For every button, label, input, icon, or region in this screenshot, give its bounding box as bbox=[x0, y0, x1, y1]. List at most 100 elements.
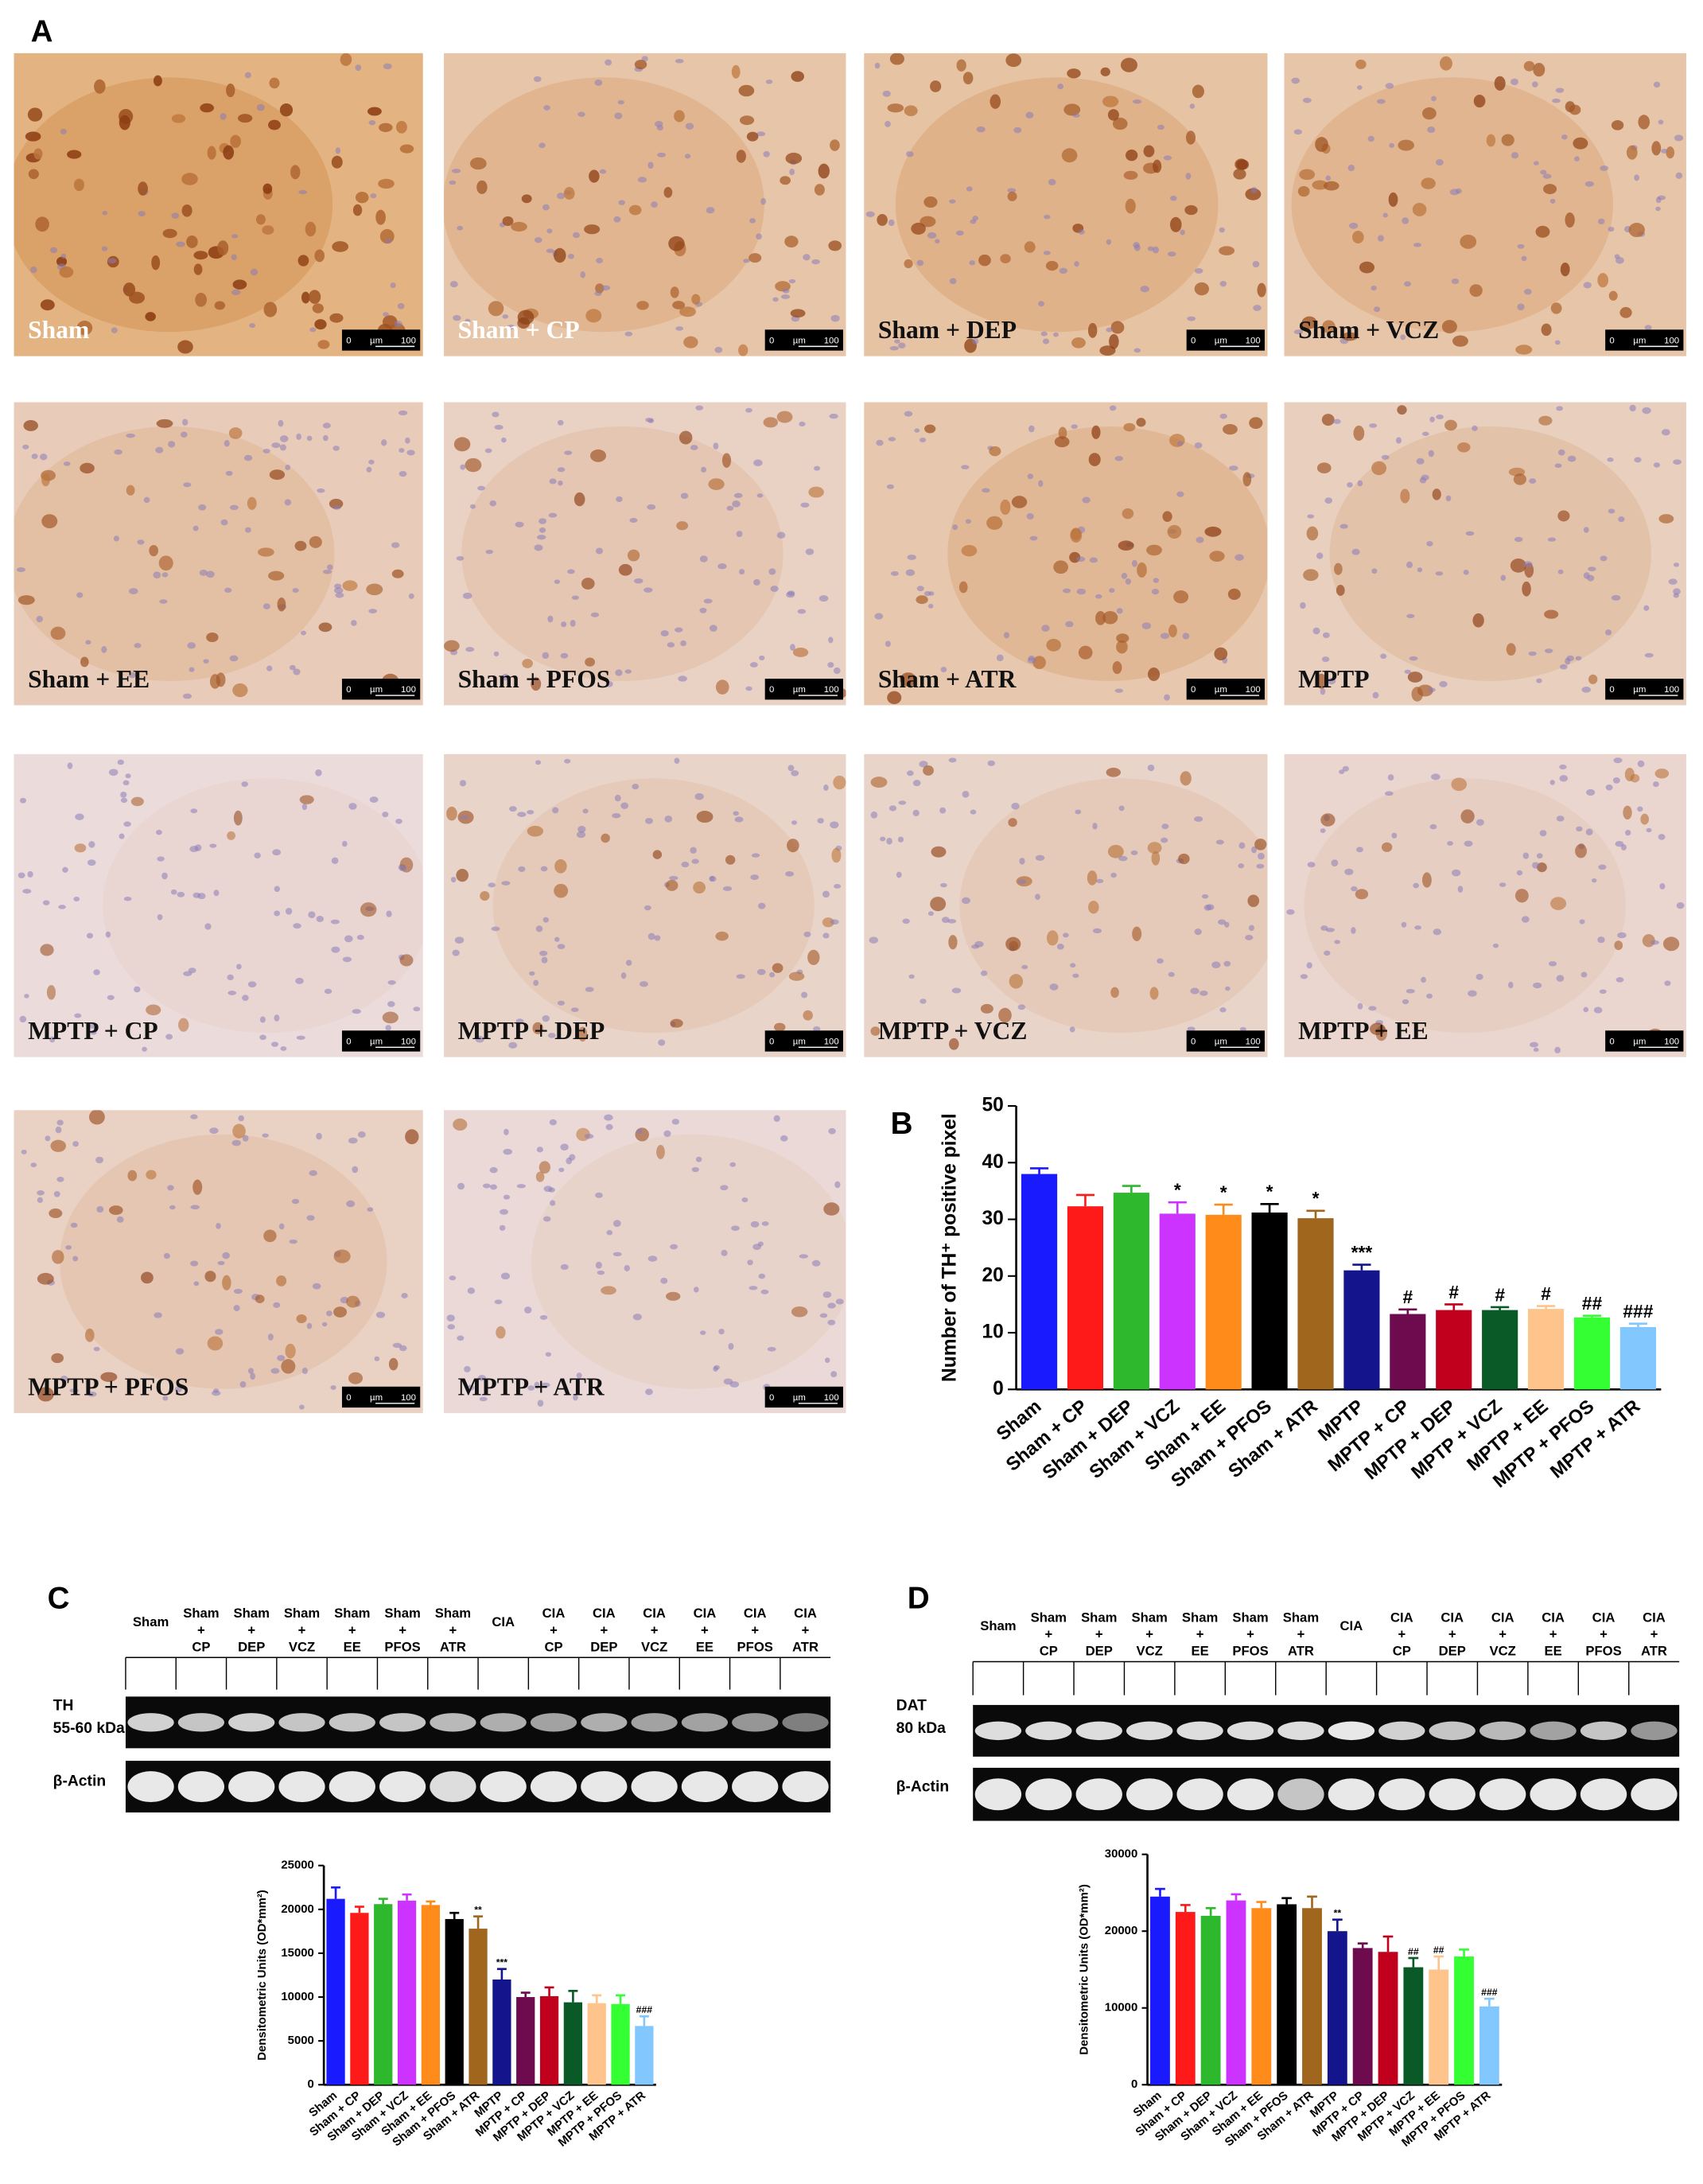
scale-bar-unit: µm bbox=[1215, 1037, 1227, 1046]
stained-cell bbox=[94, 79, 106, 94]
nucleus bbox=[1381, 454, 1390, 460]
lane-label: + bbox=[1044, 1627, 1052, 1642]
nucleus bbox=[17, 872, 25, 878]
scale-bar-unit: µm bbox=[1633, 1037, 1646, 1046]
nucleus bbox=[382, 812, 389, 818]
nucleus bbox=[1492, 943, 1499, 948]
nucleus bbox=[1566, 655, 1575, 662]
nucleus bbox=[1219, 413, 1227, 419]
nucleus bbox=[36, 615, 44, 623]
stained-cell bbox=[1095, 610, 1106, 625]
nucleus bbox=[1554, 340, 1561, 345]
nucleus bbox=[462, 592, 472, 599]
nucleus bbox=[355, 64, 362, 72]
band bbox=[1227, 1721, 1274, 1741]
nucleus bbox=[199, 569, 208, 576]
nucleus bbox=[1650, 940, 1659, 945]
band bbox=[1378, 1721, 1425, 1741]
stained-cell bbox=[1407, 672, 1423, 683]
nucleus bbox=[293, 668, 301, 675]
nucleus bbox=[694, 1287, 699, 1293]
stained-cell bbox=[1107, 109, 1119, 121]
nucleus bbox=[325, 1310, 332, 1317]
nucleus bbox=[558, 1167, 565, 1173]
stained-cell bbox=[636, 301, 649, 310]
stained-cell bbox=[453, 437, 471, 452]
cells bbox=[446, 1114, 846, 1407]
band bbox=[782, 1713, 829, 1732]
stained-cell bbox=[1242, 472, 1252, 487]
nucleus bbox=[387, 1001, 395, 1007]
nucleus bbox=[706, 207, 715, 214]
nucleus bbox=[1560, 664, 1568, 670]
stained-cell bbox=[828, 240, 842, 251]
nucleus bbox=[56, 1176, 64, 1182]
nucleus bbox=[695, 405, 704, 411]
stained-cell bbox=[808, 486, 824, 498]
nucleus bbox=[1316, 552, 1324, 559]
nucleus bbox=[270, 1368, 280, 1374]
nucleus bbox=[1187, 1026, 1196, 1032]
nucleus bbox=[96, 1205, 104, 1213]
nucleus bbox=[888, 219, 895, 227]
nucleus bbox=[736, 531, 743, 537]
nucleus bbox=[1607, 457, 1614, 462]
nucleus bbox=[161, 872, 168, 880]
nucleus bbox=[342, 840, 348, 847]
stained-cell bbox=[1149, 987, 1159, 1000]
nucleus bbox=[220, 113, 227, 120]
stained-cell bbox=[1063, 103, 1081, 116]
scale-bar bbox=[1605, 1030, 1684, 1052]
stained-cell bbox=[268, 119, 281, 130]
bar bbox=[1429, 1969, 1449, 2085]
band bbox=[127, 1713, 174, 1732]
stained-cell bbox=[1353, 425, 1365, 441]
lane-label: DEP bbox=[1439, 1644, 1466, 1659]
stained-cell bbox=[1169, 216, 1182, 232]
stained-cell bbox=[1045, 260, 1059, 271]
stained-cell bbox=[1088, 901, 1099, 914]
bar bbox=[1226, 1900, 1246, 2085]
scale-bar-end: 100 bbox=[1246, 336, 1261, 345]
significance: ## bbox=[1582, 1293, 1603, 1314]
stained-cell bbox=[1112, 117, 1128, 130]
stained-cell bbox=[269, 77, 280, 89]
significance: ## bbox=[1408, 1946, 1419, 1957]
bar bbox=[611, 2003, 630, 2085]
band bbox=[681, 1713, 729, 1732]
nucleus bbox=[107, 995, 115, 1000]
stained-cell bbox=[803, 1010, 813, 1021]
nucleus bbox=[332, 505, 341, 510]
stained-cell bbox=[228, 427, 243, 439]
stained-cell bbox=[28, 169, 39, 180]
nucleus bbox=[1013, 127, 1022, 134]
band bbox=[228, 1771, 275, 1803]
stain-haze bbox=[103, 778, 423, 1034]
nucleus bbox=[73, 897, 80, 902]
lane-label: CIA bbox=[492, 1614, 515, 1629]
nucleus bbox=[125, 773, 131, 779]
stained-cell bbox=[262, 225, 274, 235]
nucleus bbox=[203, 659, 209, 664]
micrograph: Sham + EE 0 µm 100 bbox=[14, 402, 423, 706]
bar bbox=[445, 1918, 464, 2085]
nucleus bbox=[542, 1014, 550, 1022]
nucleus bbox=[827, 1302, 836, 1309]
nucleus bbox=[460, 464, 466, 470]
nucleus bbox=[948, 757, 957, 763]
scale-bar-start: 0 bbox=[346, 336, 351, 345]
nucleus bbox=[1130, 850, 1138, 855]
micrograph: MPTP + DEP 0 µm 100 bbox=[444, 753, 846, 1057]
nucleus bbox=[613, 216, 621, 223]
nucleus bbox=[190, 1260, 199, 1267]
stained-cell bbox=[332, 241, 349, 252]
nucleus bbox=[906, 770, 914, 777]
nucleus bbox=[1413, 243, 1422, 247]
nucleus bbox=[699, 607, 707, 613]
row-label: 80 kDa bbox=[896, 1720, 946, 1737]
nucleus bbox=[1082, 496, 1091, 504]
lane-label: Sham bbox=[384, 1606, 420, 1621]
stained-cell bbox=[126, 485, 135, 496]
nucleus bbox=[971, 944, 980, 949]
significance: *** bbox=[1351, 1242, 1373, 1263]
